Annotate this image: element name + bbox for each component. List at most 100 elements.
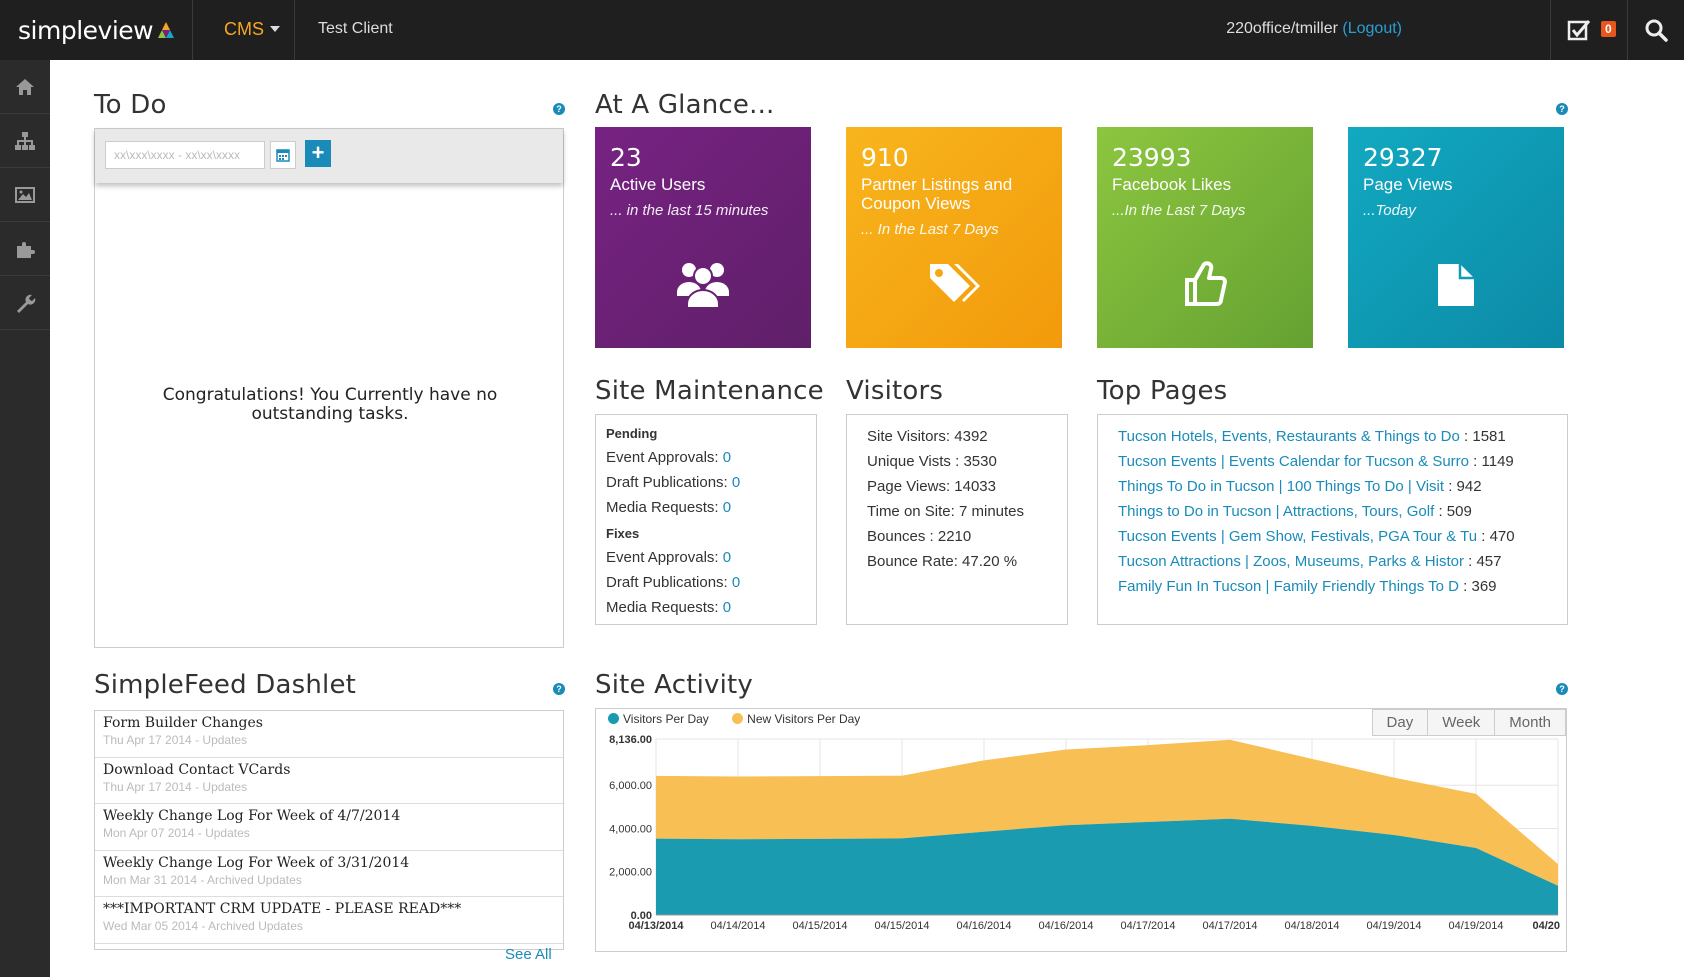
user-info: 220office/tmiller (Logout) [1226, 20, 1402, 38]
feed-item-meta: Wed Mar 05 2014 - Archived Updates [103, 919, 303, 933]
feed-item[interactable]: ***IMPORTANT CRM UPDATE - PLEASE READ***… [95, 897, 563, 944]
calendar-button[interactable] [270, 141, 296, 169]
tile-page-views[interactable]: 29327 Page Views ...Today [1348, 127, 1564, 348]
pending-event-approvals: Event Approvals: 0 [606, 445, 806, 470]
feed-item-title: ***IMPORTANT CRM UPDATE - PLEASE READ*** [103, 901, 462, 917]
cms-menu[interactable]: CMS [224, 19, 280, 40]
top-page-count: : 509 [1434, 503, 1472, 520]
fixes-draft-publications: Draft Publications: 0 [606, 570, 806, 595]
top-page-item: Family Fun In Tucson | Family Friendly T… [1118, 574, 1547, 599]
count-link[interactable]: 0 [731, 474, 741, 491]
top-page-count: : 1149 [1469, 453, 1514, 470]
tasks-checkbox-icon[interactable] [1567, 18, 1591, 42]
top-page-link[interactable]: Tucson Hotels, Events, Restaurants & Thi… [1118, 428, 1460, 445]
series-area-visitors [656, 818, 1558, 915]
sidebar-item-tools[interactable] [0, 276, 50, 330]
tile-label: Active Users [610, 175, 706, 194]
tile-subtitle: ... In the Last 7 Days [861, 221, 999, 238]
pending-heading: Pending [606, 426, 658, 441]
x-tick-label: 04/17/2014 [1120, 920, 1175, 932]
visitors-row: Bounce Rate: 47.20 % [867, 553, 1018, 570]
feed-item[interactable]: Weekly Change Log For Week of 4/7/2014 Mo… [95, 804, 563, 851]
image-icon [15, 186, 35, 203]
feed-item[interactable]: Download Contact VCards Thu Apr 17 2014 -… [95, 758, 563, 804]
feed-title: SimpleFeed Dashlet [94, 670, 357, 700]
top-page-link[interactable]: Tucson Attractions | Zoos, Museums, Park… [1118, 553, 1464, 570]
feed-item[interactable]: Weekly Change Log For Week of 3/31/2014 M… [95, 851, 563, 897]
chart-legend: Visitors Per Day New Visitors Per Day [608, 712, 880, 726]
visitors-row: Bounces : 2210 [867, 528, 972, 545]
help-icon[interactable]: ? [553, 103, 565, 115]
feed-item[interactable]: Form Builder Changes Thu Apr 17 2014 - Up… [95, 711, 563, 758]
top-page-link[interactable]: Tucson Events | Gem Show, Festivals, PGA… [1118, 528, 1478, 545]
fixes-event-approvals: Event Approvals: 0 [606, 545, 806, 570]
top-page-link[interactable]: Tucson Events | Events Calendar for Tucs… [1118, 453, 1470, 470]
client-name[interactable]: Test Client [318, 20, 393, 37]
divider [294, 0, 295, 60]
x-tick-label: 04/17/2014 [1202, 920, 1257, 932]
sidebar-item-media[interactable] [0, 168, 50, 222]
y-tick-label: 0.00 [631, 910, 652, 922]
top-page-item: Things To Do in Tucson | 100 Things To D… [1118, 474, 1547, 499]
cms-label: CMS [224, 19, 264, 39]
divider [192, 0, 193, 60]
top-page-item: Tucson Events | Gem Show, Festivals, PGA… [1118, 524, 1547, 549]
tile-partner-listings[interactable]: 910 Partner Listings and Coupon Views ..… [846, 127, 1062, 348]
sidebar-item-sitemap[interactable] [0, 114, 50, 168]
tile-number: 23 [610, 143, 642, 172]
legend-swatch [732, 713, 744, 724]
row-label: Draft Publications: [606, 474, 728, 491]
top-page-link[interactable]: Things To Do in Tucson | 100 Things To D… [1118, 478, 1445, 495]
fixes-media-requests: Media Requests: 0 [606, 595, 806, 620]
sitemap-icon [15, 131, 35, 150]
sidebar-item-plugins[interactable] [0, 222, 50, 276]
date-range-input[interactable]: xx\xxx\xxxx - xx\xx\xxxx [105, 141, 265, 169]
help-icon[interactable]: ? [1556, 683, 1568, 695]
help-icon[interactable]: ? [553, 683, 565, 695]
see-all-link[interactable]: See All [505, 946, 552, 963]
top-page-link[interactable]: Family Fun In Tucson | Family Friendly T… [1118, 578, 1459, 595]
tile-label: Page Views [1363, 175, 1453, 194]
count-link[interactable]: 0 [731, 574, 741, 591]
tile-active-users[interactable]: 23 Active Users ... in the last 15 minut… [595, 127, 811, 348]
tasks-count-badge[interactable]: 0 [1601, 21, 1616, 37]
legend-label: Visitors Per Day [623, 712, 709, 726]
count-link[interactable]: 0 [722, 499, 732, 516]
count-link[interactable]: 0 [722, 599, 732, 616]
caret-down-icon [270, 26, 280, 32]
range-week-button[interactable]: Week [1427, 709, 1496, 736]
feed-item-meta: Mon Apr 07 2014 - Updates [103, 826, 250, 840]
top-page-item: Things to Do in Tucson | Attractions, To… [1118, 499, 1547, 524]
tile-label: Facebook Likes [1112, 175, 1232, 194]
top-page-link[interactable]: Things to Do in Tucson | Attractions, To… [1118, 503, 1435, 520]
row-label: Event Approvals: [606, 549, 719, 566]
top-page-item: Tucson Attractions | Zoos, Museums, Park… [1118, 549, 1547, 574]
row-label: Media Requests: [606, 499, 719, 516]
legend-swatch [608, 713, 619, 724]
sidebar-item-home[interactable] [0, 60, 50, 114]
tile-number: 23993 [1112, 143, 1192, 172]
feed-item-meta: Mon Mar 31 2014 - Archived Updates [103, 872, 302, 887]
add-task-button[interactable]: + [305, 140, 331, 167]
feed-item-meta: Thu Apr 17 2014 - Updates [103, 733, 248, 747]
count-link[interactable]: 0 [722, 449, 732, 466]
series-area-new-visitors [656, 739, 1558, 886]
legend-label: New Visitors Per Day [747, 712, 861, 726]
search-icon[interactable] [1644, 18, 1668, 42]
wrench-icon [17, 294, 36, 313]
activity-chart: 0.00 2,000.00 4,000.00 6,000.00 8,136.00 04/1… [595, 708, 1567, 952]
logo[interactable]: simpleview [18, 16, 177, 45]
help-icon[interactable]: ? [1556, 103, 1568, 115]
range-day-button[interactable]: Day [1371, 709, 1429, 736]
chart-svg: 0.00 2,000.00 4,000.00 6,000.00 8,136.00 04/1… [609, 734, 1560, 932]
tile-number: 29327 [1363, 143, 1443, 172]
tile-facebook-likes[interactable]: 23993 Facebook Likes ...In the Last 7 Da… [1097, 127, 1313, 348]
x-tick-label: 04/15/2014 [874, 920, 929, 932]
legend-item[interactable]: New Visitors Per Day [732, 712, 860, 726]
count-link[interactable]: 0 [722, 549, 732, 566]
y-tick-label: 4,000.00 [609, 823, 652, 835]
logout-link[interactable]: (Logout) [1342, 20, 1402, 37]
range-month-button[interactable]: Month [1494, 709, 1566, 736]
legend-item[interactable]: Visitors Per Day [608, 712, 709, 726]
maintenance-title: Site Maintenance [595, 376, 824, 406]
